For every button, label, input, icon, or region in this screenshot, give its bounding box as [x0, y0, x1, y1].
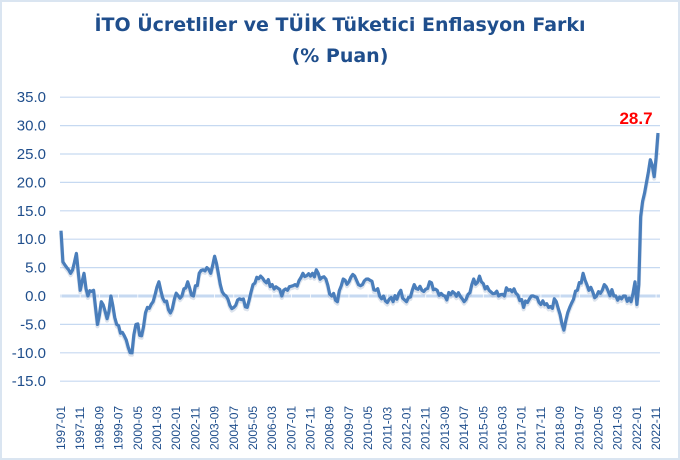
x-tick-label: 2012-11	[419, 407, 433, 450]
x-tick-label: 2005-05	[246, 406, 260, 450]
y-tick-label: -5.0	[20, 316, 46, 333]
x-axis: 1997-01 1997-11 1998-09 1999-07 2000-05 2001-…	[54, 406, 663, 450]
data-series	[59, 132, 660, 357]
x-tick-label: 1999-07	[112, 406, 126, 450]
x-tick-label: 2022-11	[649, 407, 663, 450]
y-tick-label: 15.0	[17, 203, 46, 220]
x-tick-label: 2013-09	[438, 406, 452, 450]
y-tick-label: -15.0	[12, 373, 46, 390]
x-tick-label: 1998-09	[92, 406, 106, 450]
x-tick-label: 2017-01	[515, 406, 529, 450]
x-tick-label: 2007-01	[284, 406, 298, 450]
chart-subtitle: (% Puan)	[291, 45, 389, 67]
x-tick-label: 2008-09	[323, 406, 337, 450]
series-shadow	[59, 134, 660, 357]
x-tick-label: 2006-03	[265, 406, 279, 450]
last-value-annotation: 28.7	[619, 109, 652, 128]
y-tick-label: 0.0	[25, 288, 46, 305]
x-tick-label: 2017-11	[534, 407, 548, 450]
x-tick-label: 2016-03	[496, 406, 510, 450]
x-tick-label: 2004-07	[227, 406, 241, 450]
x-tick-label: 2002-11	[188, 407, 202, 450]
x-tick-label: 2021-03	[611, 406, 625, 450]
y-tick-label: 25.0	[17, 146, 46, 163]
x-tick-label: 2022-01	[630, 406, 644, 450]
x-tick-label: 2019-07	[572, 406, 586, 450]
gridlines	[60, 96, 660, 382]
x-tick-label: 2001-03	[150, 406, 164, 450]
series-line	[59, 132, 660, 355]
y-tick-label: 20.0	[17, 174, 46, 191]
y-tick-label: -10.0	[12, 345, 46, 362]
x-tick-label: 1997-01	[54, 406, 68, 450]
x-tick-label: 2000-05	[131, 406, 145, 450]
y-tick-label: 5.0	[25, 260, 46, 277]
last-value-label: 28.7	[619, 109, 652, 128]
x-tick-label: 2007-11	[304, 407, 318, 450]
x-tick-label: 2018-09	[553, 406, 567, 450]
x-tick-label: 2012-01	[400, 406, 414, 450]
x-tick-label: 2009-07	[342, 406, 356, 450]
x-tick-label: 2010-05	[361, 406, 375, 450]
x-tick-label: 2015-05	[476, 406, 490, 450]
y-tick-label: 35.0	[17, 89, 46, 106]
y-tick-label: 10.0	[17, 231, 46, 248]
x-tick-label: 2020-05	[591, 406, 605, 450]
chart-title: İTO Ücretliler ve TÜİK Tüketici Enflasyo…	[94, 14, 586, 36]
x-tick-label: 1997-11	[73, 407, 87, 450]
x-tick-label: 2003-09	[208, 406, 222, 450]
y-tick-label: 30.0	[17, 118, 46, 135]
y-axis: 35.0 30.0 25.0 20.0 15.0 10.0 5.0 0.0 -5.0 -10.0 -…	[12, 89, 46, 390]
x-tick-label: 2011-03	[380, 407, 394, 450]
x-tick-label: 2014-07	[457, 406, 471, 450]
x-tick-label: 2002-01	[169, 406, 183, 450]
